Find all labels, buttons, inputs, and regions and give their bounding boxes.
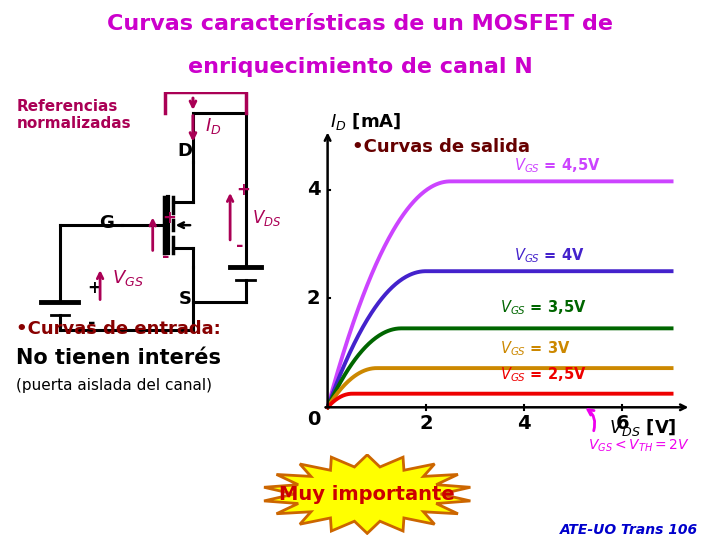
Text: $V_{GS}$: $V_{GS}$ [112,268,144,288]
Text: +: + [162,209,176,227]
Text: $V_{DS}$: $V_{DS}$ [252,208,281,228]
Text: $V_{GS} < V_{TH} = 2V$: $V_{GS} < V_{TH} = 2V$ [588,437,690,454]
Text: G: G [99,214,114,232]
Text: Curvas características de un MOSFET de: Curvas características de un MOSFET de [107,14,613,33]
Text: 0: 0 [307,410,320,429]
Text: enriquecimiento de canal N: enriquecimiento de canal N [188,57,532,77]
Text: •Curvas de entrada:: •Curvas de entrada: [17,320,221,338]
Text: $V_{GS}$ = 3,5V: $V_{GS}$ = 3,5V [500,299,586,318]
Text: No tienen interés: No tienen interés [17,348,222,368]
Text: +: + [236,181,250,199]
Text: $I_D$ [mA]: $I_D$ [mA] [330,111,401,132]
Text: -: - [88,314,95,333]
Text: 4: 4 [518,414,531,433]
Text: 2: 2 [419,414,433,433]
Text: •Curvas de salida: •Curvas de salida [352,138,530,156]
Text: -: - [236,237,244,255]
Text: Referencias
normalizadas: Referencias normalizadas [17,99,131,131]
Text: D: D [178,142,193,160]
Polygon shape [264,455,470,534]
Text: 4: 4 [307,180,320,199]
Text: $V_{GS}$ = 4,5V: $V_{GS}$ = 4,5V [514,156,600,175]
Text: $V_{GS}$ = 3V: $V_{GS}$ = 3V [500,340,570,359]
Text: $V_{GS}$ = 2,5V: $V_{GS}$ = 2,5V [500,365,586,384]
Text: ATE-UO Trans 106: ATE-UO Trans 106 [560,523,698,537]
Text: $V_{GS}$ = 4V: $V_{GS}$ = 4V [514,246,585,265]
Text: Muy importante: Muy importante [279,484,455,504]
Text: S: S [179,290,192,308]
Text: +: + [88,279,102,298]
Text: 2: 2 [307,289,320,308]
Text: 6: 6 [616,414,629,433]
Text: $I_D$: $I_D$ [205,116,222,137]
Text: $V_{DS}$ [V]: $V_{DS}$ [V] [609,417,677,438]
Text: (puerta aislada del canal): (puerta aislada del canal) [17,378,212,393]
Text: -: - [162,248,169,266]
